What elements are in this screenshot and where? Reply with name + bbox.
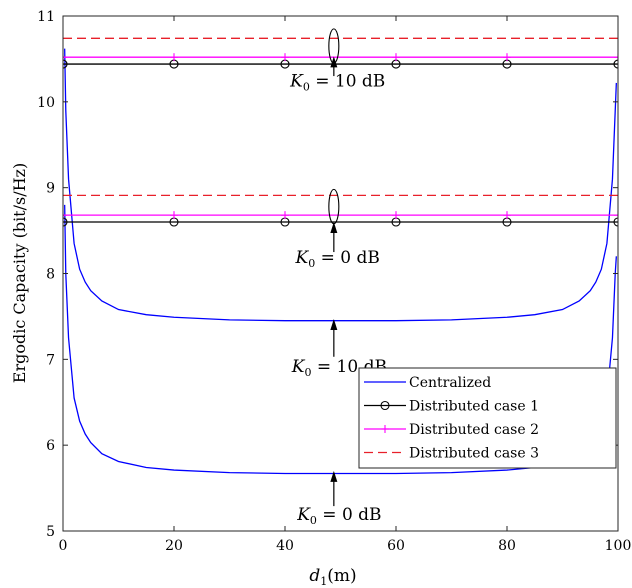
x-tick-label: 80 bbox=[498, 538, 516, 554]
legend: Centralized Distributed case 1 Distributed… bbox=[358, 367, 617, 469]
annotation-label-sub: 0 bbox=[308, 257, 315, 270]
legend-marker bbox=[381, 425, 389, 433]
legend-box bbox=[358, 367, 617, 469]
annotation-label-rest: = 0 dB bbox=[315, 248, 380, 268]
annotation-label-rest: = 0 dB bbox=[317, 505, 382, 525]
legend-entry-distributed-case-1: Distributed case 1 bbox=[364, 399, 539, 415]
y-tick-label: 8 bbox=[46, 267, 55, 283]
annotation-ellipse bbox=[328, 188, 340, 225]
axis-layer: 0 20 40 60 80 100 5 6 7 8 9 10 11 bbox=[37, 9, 631, 554]
x-tick-label: 40 bbox=[276, 538, 294, 554]
legend-label: Distributed case 3 bbox=[409, 446, 539, 462]
data-point-distributed-case-2 bbox=[63, 211, 67, 220]
data-point-distributed-case-2 bbox=[503, 211, 511, 220]
data-point-distributed-case-1 bbox=[613, 217, 618, 227]
data-point-distributed-case-1 bbox=[613, 59, 618, 69]
annotation-label-rest: = 10 dB bbox=[310, 71, 385, 91]
y-tick-label: 9 bbox=[46, 181, 55, 197]
legend-label: Distributed case 2 bbox=[409, 422, 539, 438]
data-point-distributed-case-2 bbox=[392, 211, 400, 220]
series-layer bbox=[63, 37, 618, 475]
y-tick-label: 10 bbox=[37, 95, 55, 111]
annotation-label-main: K bbox=[295, 248, 310, 268]
data-point-distributed-case-2 bbox=[281, 211, 289, 220]
y-tick-label: 6 bbox=[46, 438, 55, 454]
annotation-ellipse bbox=[328, 28, 340, 64]
svg-text:d1(m): d1(m) bbox=[309, 566, 356, 588]
annotation-arrow-head bbox=[330, 56, 338, 68]
y-tick-label: 5 bbox=[46, 524, 55, 540]
data-point-distributed-case-1 bbox=[63, 217, 68, 227]
annotation-label-main: K bbox=[289, 71, 304, 91]
annotation-label-sub: 0 bbox=[305, 366, 312, 379]
x-axis-label-main: d bbox=[309, 566, 320, 586]
x-axis-label-sub: 1 bbox=[320, 575, 327, 588]
x-axis-label-unit: (m) bbox=[327, 566, 356, 586]
data-point-distributed-case-2 bbox=[392, 53, 400, 62]
data-point-distributed-case-2 bbox=[281, 53, 289, 62]
x-axis-label: d1(m) bbox=[309, 566, 356, 588]
data-point-distributed-case-2 bbox=[170, 211, 178, 220]
series-line-centralized bbox=[64, 48, 617, 322]
data-point-distributed-case-2 bbox=[614, 211, 618, 220]
legend-entry-distributed-case-3: Distributed case 3 bbox=[364, 446, 539, 462]
annotation-label-sub: 0 bbox=[303, 80, 310, 93]
data-point-distributed-case-2 bbox=[503, 53, 511, 62]
annotation-label: K0 = 0 dB bbox=[296, 505, 381, 527]
x-tick-label: 100 bbox=[605, 538, 632, 554]
legend-entry-centralized: Centralized bbox=[364, 375, 491, 391]
annotation-label-main: K bbox=[291, 357, 306, 377]
data-point-distributed-case-2 bbox=[170, 53, 178, 62]
annotation-label-sub: 0 bbox=[310, 514, 317, 527]
legend-label: Distributed case 1 bbox=[409, 399, 539, 415]
annotation-label: K0 = 0 dB bbox=[295, 248, 380, 270]
x-tick-label: 0 bbox=[59, 538, 68, 554]
data-point-distributed-case-1 bbox=[63, 59, 68, 69]
y-tick-label: 11 bbox=[37, 9, 55, 25]
annotation-arrow-head bbox=[330, 318, 338, 330]
legend-entry-distributed-case-2: Distributed case 2 bbox=[364, 422, 539, 438]
x-tick-label: 20 bbox=[165, 538, 183, 554]
legend-label: Centralized bbox=[409, 375, 491, 391]
annotation-arrow-head bbox=[330, 222, 338, 233]
legend-marker bbox=[380, 400, 390, 411]
data-point-distributed-case-2 bbox=[614, 53, 618, 62]
annotation-label: K0 = 10 dB bbox=[289, 71, 385, 93]
y-axis-label: Ergodic Capacity (bit/s/Hz) bbox=[10, 163, 29, 383]
x-tick-label: 60 bbox=[387, 538, 405, 554]
y-tick-label: 7 bbox=[46, 352, 55, 368]
annotation-arrow-head bbox=[330, 470, 338, 482]
annotation-label-main: K bbox=[296, 505, 311, 525]
data-point-distributed-case-2 bbox=[63, 53, 67, 62]
